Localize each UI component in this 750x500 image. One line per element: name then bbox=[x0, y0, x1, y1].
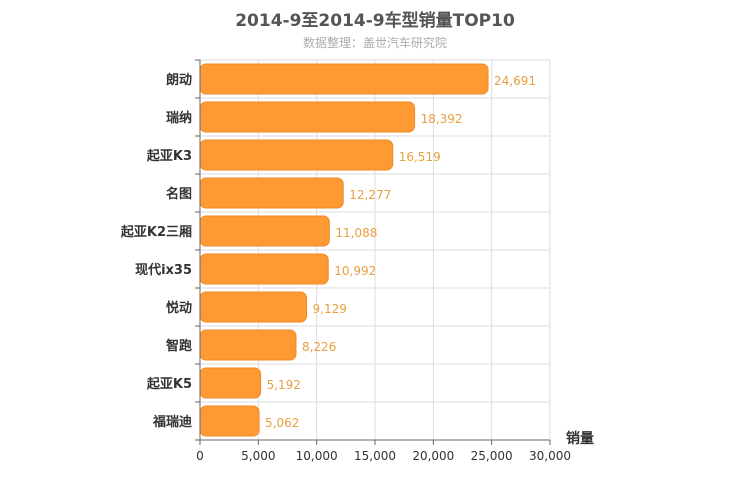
data-label: 9,129 bbox=[313, 302, 347, 316]
bar bbox=[199, 291, 308, 323]
category-label: 现代ix35 bbox=[135, 262, 192, 278]
category-label: 悦动 bbox=[166, 300, 192, 316]
x-tick-label: 15,000 bbox=[354, 449, 396, 463]
data-label: 24,691 bbox=[494, 74, 536, 88]
x-tick-label: 10,000 bbox=[296, 449, 338, 463]
x-axis-title: 销量 bbox=[566, 430, 594, 447]
data-label: 11,088 bbox=[335, 226, 377, 240]
x-tick-label: 20,000 bbox=[412, 449, 454, 463]
category-label: 起亚K2三厢 bbox=[120, 224, 192, 240]
category-label: 起亚K3 bbox=[146, 148, 192, 164]
x-tick-label: 0 bbox=[196, 449, 204, 463]
category-label: 智跑 bbox=[166, 338, 192, 354]
category-label: 福瑞迪 bbox=[152, 414, 192, 430]
category-label: 瑞纳 bbox=[166, 110, 192, 126]
x-tick-label: 5,000 bbox=[241, 449, 275, 463]
data-label: 16,519 bbox=[399, 150, 441, 164]
bar bbox=[199, 139, 394, 171]
data-label: 18,392 bbox=[421, 112, 463, 126]
bar bbox=[199, 405, 260, 437]
bar bbox=[199, 215, 330, 247]
bar bbox=[199, 101, 416, 133]
bars: 24,691 18,392 16,519 12,277 11,088 10,992 9,12… bbox=[199, 63, 536, 437]
data-label: 5,192 bbox=[267, 378, 301, 392]
data-label: 10,992 bbox=[334, 264, 376, 278]
data-label: 12,277 bbox=[349, 188, 391, 202]
x-tick-label: 30,000 bbox=[529, 449, 571, 463]
category-label: 名图 bbox=[166, 186, 192, 202]
bar bbox=[199, 253, 329, 285]
grid-lines bbox=[200, 59, 551, 441]
bar bbox=[199, 177, 344, 209]
x-tick-label: 25,000 bbox=[471, 449, 513, 463]
bar bbox=[199, 367, 262, 399]
chart-subtitle: 数据整理：盖世汽车研究院 bbox=[302, 36, 447, 50]
data-label: 5,062 bbox=[265, 416, 299, 430]
category-label: 起亚K5 bbox=[146, 376, 192, 392]
bar bbox=[199, 329, 297, 361]
data-label: 8,226 bbox=[302, 340, 336, 354]
category-label: 朗动 bbox=[166, 72, 192, 88]
chart-title: 2014-9至2014-9车型销量TOP10 bbox=[235, 11, 515, 31]
bar bbox=[199, 63, 489, 95]
